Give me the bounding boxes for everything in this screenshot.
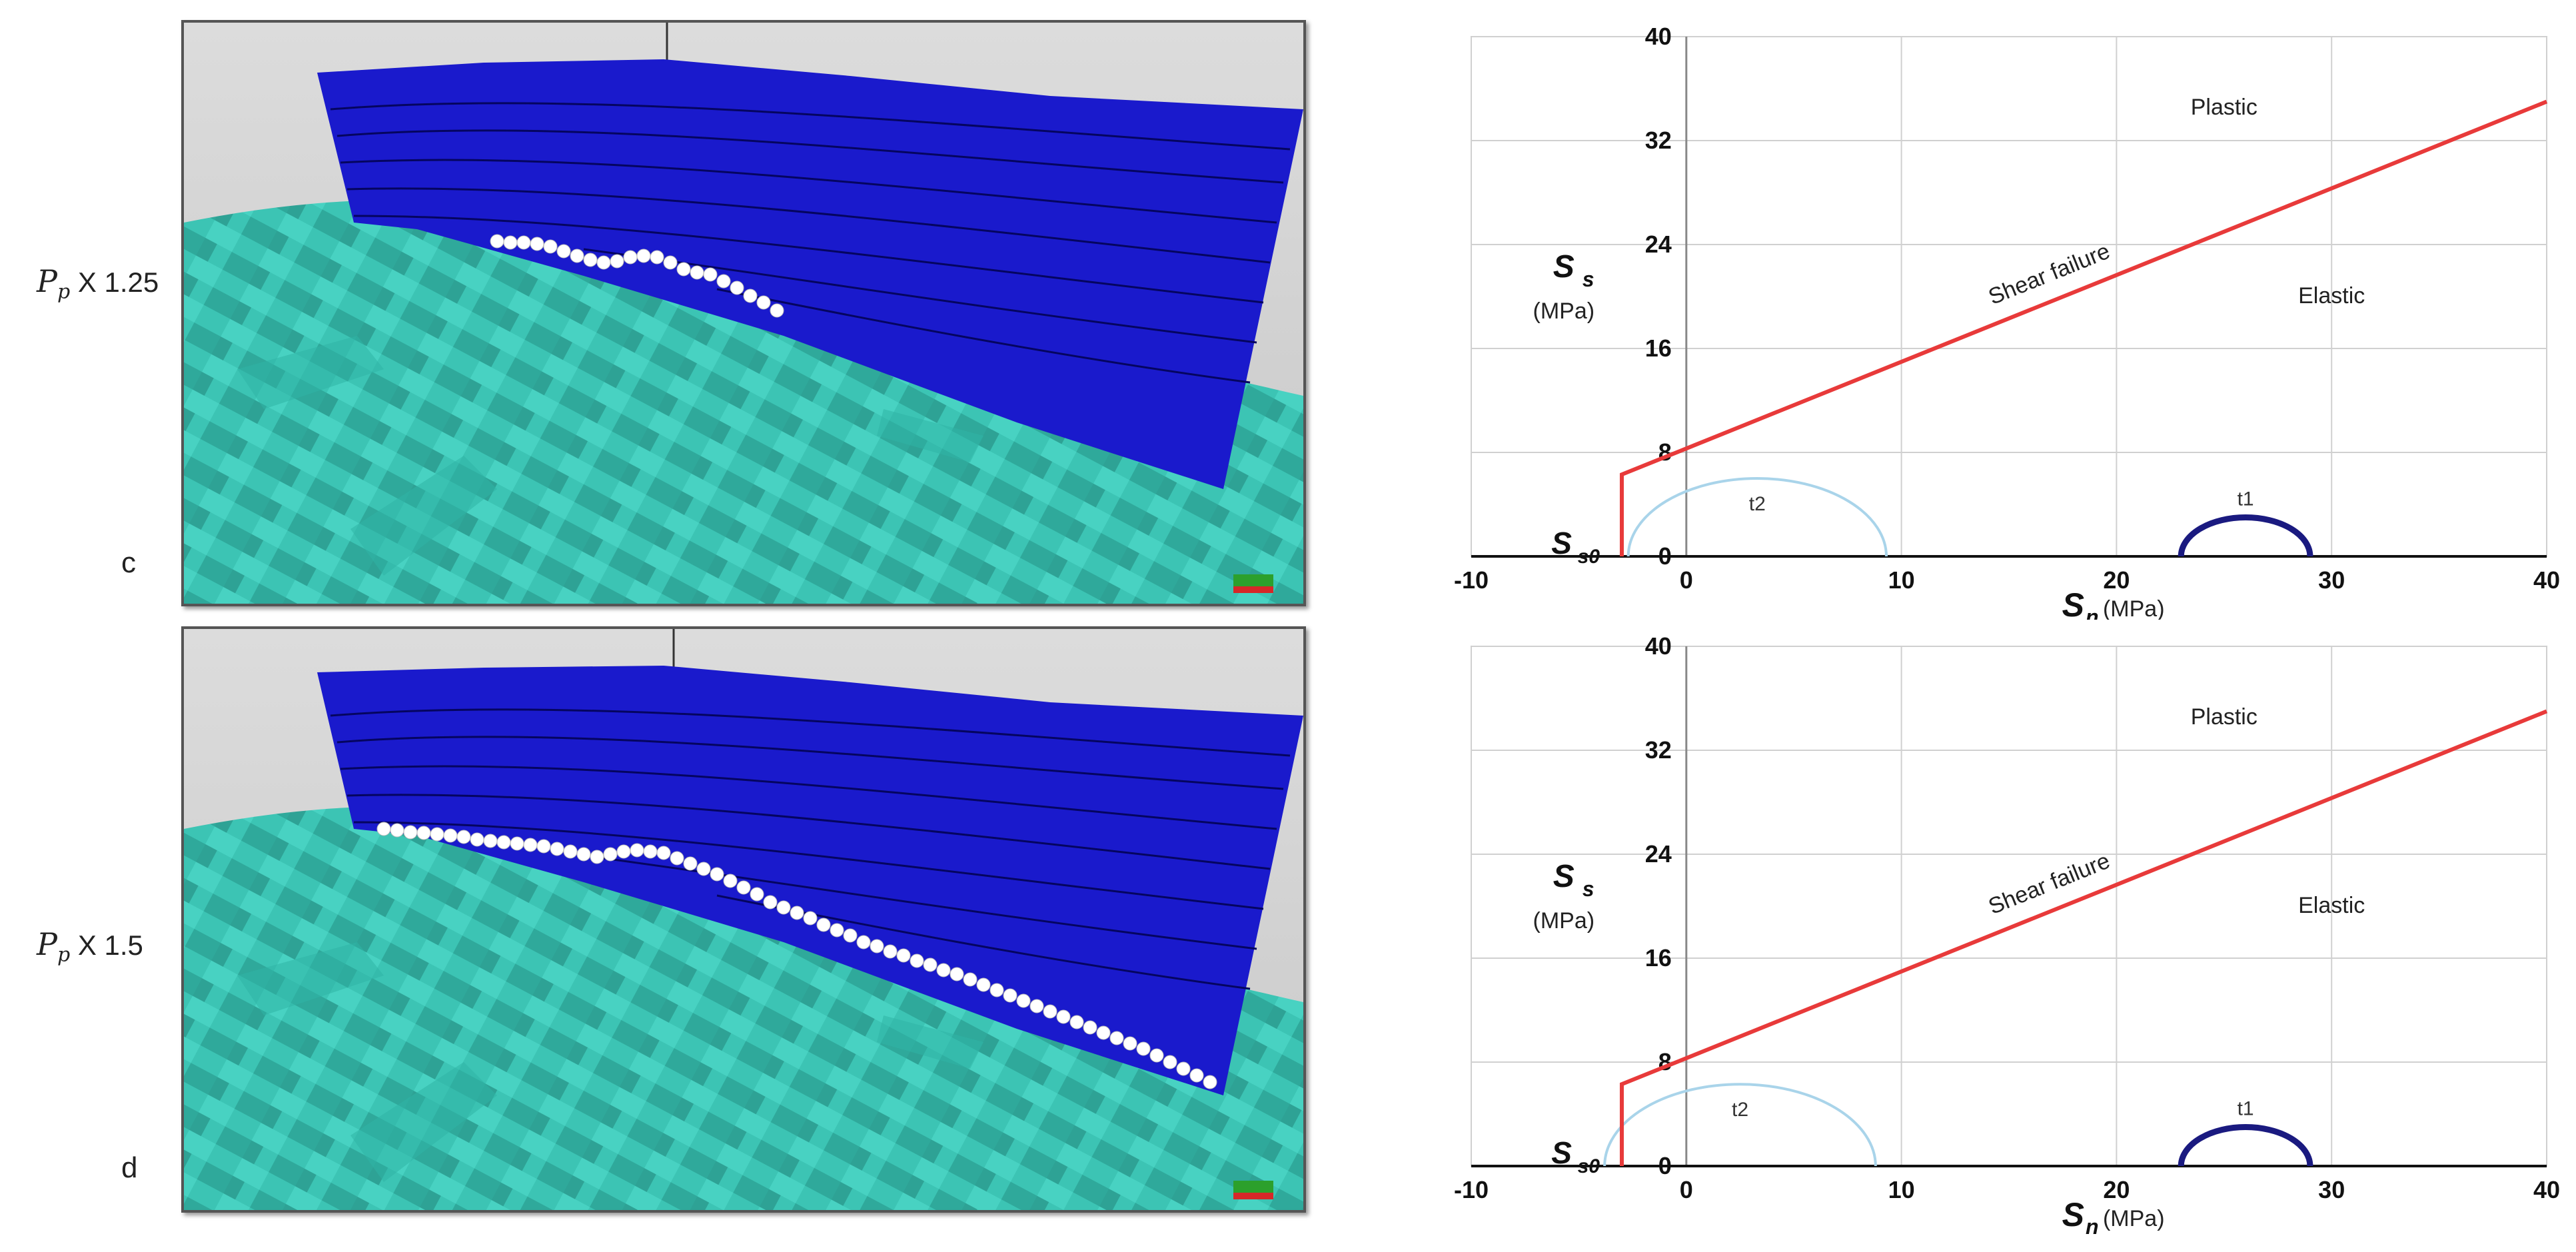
scene-c-axis-icon — [1233, 574, 1273, 593]
chart2-x-tick-label-4: 30 — [2318, 1176, 2345, 1203]
chart2-x-tick-label-3: 20 — [2103, 1176, 2130, 1203]
chart2-y-tick-label-4: 32 — [1645, 736, 1672, 764]
mohr-chart-c: 0 8 16 24 32 40 -10 0 10 20 30 40 t1 t2 Plastic Elastic… — [1454, 23, 2560, 620]
row-label-2-sub: p — [57, 943, 71, 967]
chart1-x-tick-label-2: 10 — [1888, 566, 1915, 594]
chart1-x-tick-label-1: 0 — [1680, 566, 1693, 594]
chart1-y-axis-label-var: S — [1553, 249, 1575, 285]
chart2-circle-label-t1: t1 — [2238, 1098, 2254, 1120]
chart2-y-tick-label-3: 24 — [1645, 840, 1672, 868]
scene-d-svg — [184, 629, 1303, 1210]
row-label-2-var: P — [37, 926, 57, 962]
panel-letter-c: c — [121, 546, 136, 579]
chart1-ss0-label-var: S — [1551, 526, 1572, 560]
chart1-y-tick-label-1: 8 — [1658, 438, 1672, 466]
chart1-mohr-circle-t1 — [2178, 514, 2313, 557]
chart1-label-plastic: Plastic — [2191, 95, 2257, 120]
scene-c-svg — [184, 23, 1303, 604]
chart2-label-elastic: Elastic — [2298, 893, 2365, 918]
scene-c-slip-points — [490, 234, 784, 318]
chart2-y-tick-label-5: 40 — [1645, 632, 1672, 660]
chart1-x-axis-label-unit: (MPa) — [2103, 596, 2165, 620]
chart1-y-tick-label-5: 40 — [1645, 23, 1672, 50]
chart2-y-tick-label-1: 8 — [1658, 1048, 1672, 1075]
chart2-x-tick-label-5: 40 — [2533, 1176, 2560, 1203]
chart2-plot-area — [1471, 646, 2547, 1167]
chart1-x-axis-label-sub: n — [2086, 605, 2099, 620]
chart1-ss0-label-sub: s0 — [1578, 546, 1601, 568]
chart2-mohr-circle-t1 — [2178, 1124, 2313, 1167]
chart1-x-tick-label-5: 40 — [2533, 566, 2560, 594]
chart2-circle-label-t2: t2 — [1732, 1099, 1748, 1121]
scene-c-fault-layers — [330, 102, 1291, 384]
chart2-x-tick-label-1: 0 — [1680, 1176, 1693, 1203]
row-label-1-var: P — [37, 263, 57, 299]
chart2-x-axis-label-var: S — [2062, 1196, 2084, 1233]
scene-c-terrain-ridges — [237, 336, 983, 576]
chart1-y-axis-label-sub: s — [1583, 267, 1595, 291]
panel-letter-d: d — [121, 1151, 138, 1184]
chart2-y-axis-label-var: S — [1553, 859, 1575, 894]
chart1-mohr-circle-t2 — [1626, 477, 1888, 557]
row-label-1-sub: p — [57, 280, 71, 304]
scene-panel-c — [181, 20, 1306, 606]
chart1-y-tick-label-0: 0 — [1658, 542, 1672, 570]
scene-d-terrain-ridges — [237, 942, 983, 1182]
scene-d-fault-plane — [317, 666, 1303, 1095]
mohr-chart-d: 0 8 16 24 32 40 -10 0 10 20 30 40 t1 t2 Plastic Elastic… — [1454, 632, 2560, 1239]
chart1-y-tick-label-2: 16 — [1645, 334, 1672, 362]
row-label-1-mult: X 1.25 — [77, 267, 159, 298]
chart1-x-tick-label-3: 20 — [2103, 566, 2130, 594]
chart2-x-axis-label-unit: (MPa) — [2103, 1206, 2165, 1231]
chart1-y-tick-label-4: 32 — [1645, 127, 1672, 154]
row-label-2: Pp X 1.5 — [37, 926, 143, 966]
chart2-ss0-label-var: S — [1551, 1135, 1572, 1170]
chart2-ss0-label-sub: s0 — [1578, 1155, 1601, 1177]
scene-panel-d — [181, 626, 1306, 1213]
chart2-y-tick-label-2: 16 — [1645, 944, 1672, 971]
chart2-label-plastic: Plastic — [2191, 704, 2257, 730]
row-label-1: Pp X 1.25 — [37, 263, 159, 303]
chart2-failure-envelope-line — [1619, 709, 2548, 1166]
chart1-plot-area — [1471, 36, 2547, 557]
chart2-y-axis-label-sub: s — [1583, 877, 1595, 901]
chart1-x-axis-label-var: S — [2062, 586, 2084, 620]
chart2-y-tick-label-0: 0 — [1658, 1152, 1672, 1179]
chart1-label-elastic: Elastic — [2298, 283, 2365, 309]
chart2-x-tick-label-2: 10 — [1888, 1176, 1915, 1203]
chart1-y-axis-label-unit: (MPa) — [1533, 299, 1595, 324]
chart2-x-tick-label-0: -10 — [1454, 1176, 1489, 1203]
scene-d-axis-icon — [1233, 1181, 1273, 1199]
chart1-x-tick-label-0: -10 — [1454, 566, 1489, 594]
chart2-x-axis-label-sub: n — [2086, 1215, 2099, 1239]
chart1-failure-envelope-line — [1619, 99, 2548, 556]
chart1-circle-label-t2: t2 — [1749, 493, 1766, 515]
row-label-2-mult: X 1.5 — [77, 930, 143, 961]
scene-c-fault-plane — [317, 59, 1303, 489]
chart1-circle-label-t1: t1 — [2238, 488, 2254, 510]
chart1-x-tick-label-4: 30 — [2318, 566, 2345, 594]
scene-d-slip-points — [376, 822, 1217, 1089]
chart2-y-axis-label-unit: (MPa) — [1533, 908, 1595, 934]
chart1-y-tick-label-3: 24 — [1645, 231, 1672, 258]
